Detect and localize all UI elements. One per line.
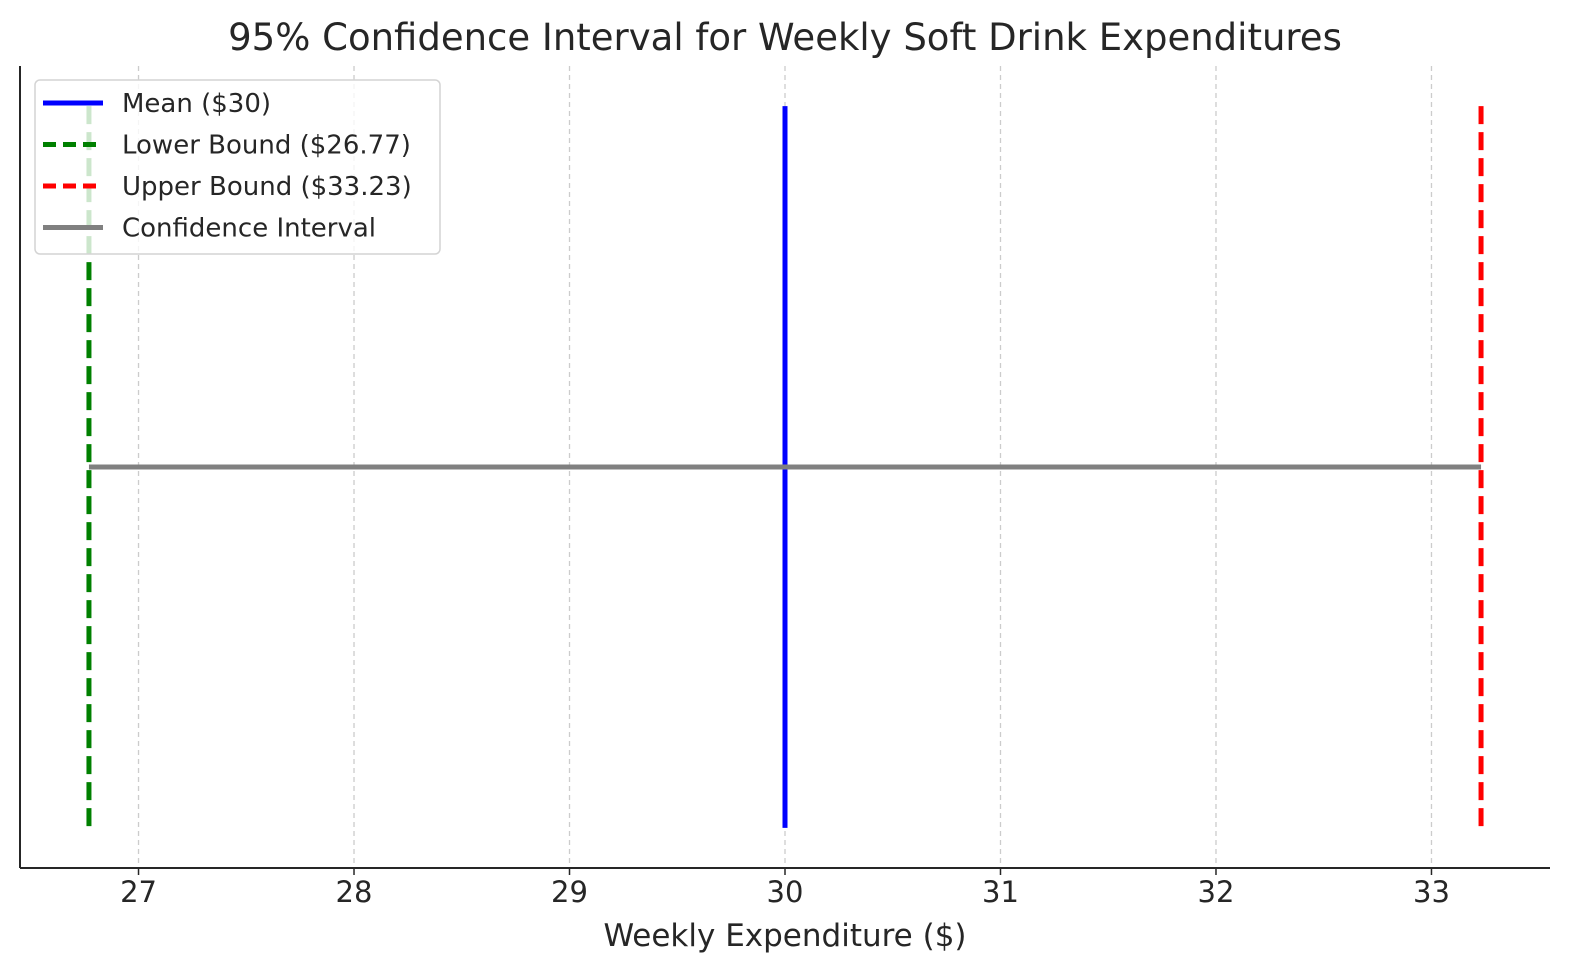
x-tick-label: 31 [982, 875, 1019, 909]
legend-label: Upper Bound ($33.23) [122, 172, 412, 202]
x-axis-label: Weekly Expenditure ($) [603, 918, 966, 954]
x-ticks: 27 28 29 30 31 32 33 [120, 868, 1450, 909]
x-tick-label: 27 [120, 875, 157, 909]
x-tick-label: 28 [336, 875, 373, 909]
legend: Mean ($30) Lower Bound ($26.77) Upper Boun… [34, 79, 441, 255]
legend-label: Confidence Interval [122, 214, 376, 244]
legend-label: Lower Bound ($26.77) [122, 131, 411, 161]
legend-box [34, 79, 441, 255]
x-tick-label: 30 [767, 875, 804, 909]
x-tick-label: 29 [551, 875, 588, 909]
legend-label: Mean ($30) [122, 89, 271, 119]
x-tick-label: 32 [1198, 875, 1235, 909]
chart-title: 95% Confidence Interval for Weekly Soft … [228, 16, 1342, 59]
x-tick-label: 33 [1413, 875, 1450, 909]
